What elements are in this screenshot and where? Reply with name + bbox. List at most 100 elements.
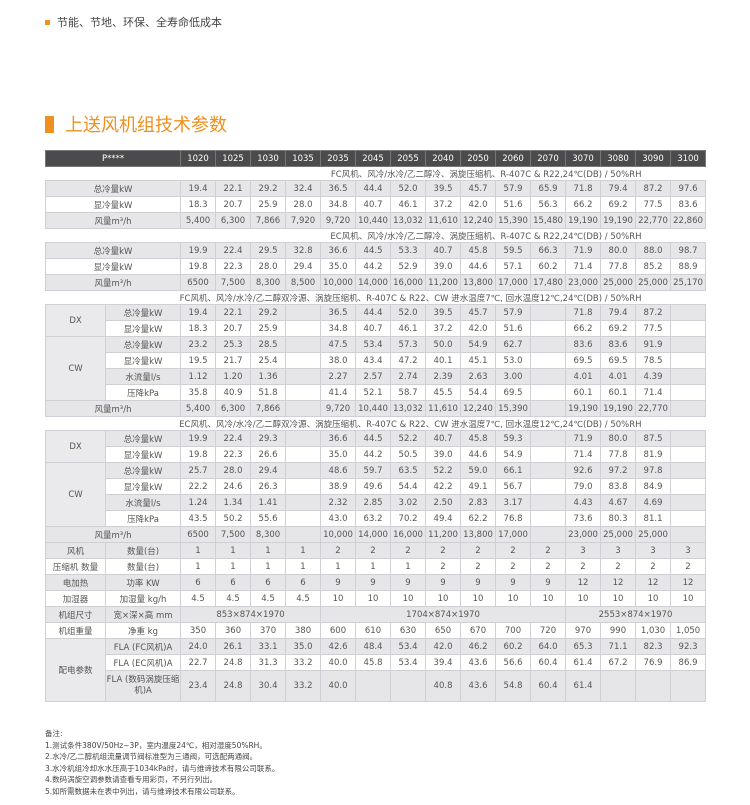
value-cell: 33.2 [285, 654, 322, 671]
value-cell: 990 [600, 622, 637, 639]
value-cell [285, 478, 322, 495]
spanned-value-cell: 2553×874×1970 [565, 606, 707, 623]
table-row: 压降kPa 43.5 50.2 55.6 43.0 63.2 70.2 49.4 62.2 76.… [46, 510, 707, 527]
section-heading: 上送风机组技术参数 [45, 111, 227, 137]
row-label: 水流量l/s [104, 368, 182, 385]
value-cell [530, 320, 567, 337]
value-cell [670, 430, 707, 447]
value-cell: 22.4 [215, 430, 252, 447]
value-cell [355, 670, 392, 702]
value-cell: 1 [355, 558, 392, 575]
value-cell: 28.0 [215, 462, 252, 479]
value-cell: 34.8 [320, 320, 357, 337]
value-cell: 50.5 [390, 446, 427, 463]
value-cell: 39.0 [425, 446, 462, 463]
value-cell: 30.4 [250, 670, 287, 702]
value-cell: 360 [215, 622, 252, 639]
value-cell: 370 [250, 622, 287, 639]
notes: 备注: 1.测试条件380V/50Hz~3P，室内温度24℃，相对湿度50%RH… [45, 728, 279, 797]
value-cell: 9 [460, 574, 497, 591]
value-cell: 44.2 [355, 446, 392, 463]
value-cell: 40.7 [355, 320, 392, 337]
value-cell: 54.4 [460, 384, 497, 401]
value-cell: 73.6 [565, 510, 602, 527]
header-model-2040: 2040 [425, 150, 462, 167]
value-cell: 45.8 [460, 242, 497, 259]
value-cell [285, 304, 322, 321]
value-cell: 10 [600, 590, 637, 607]
value-cell: 22.3 [215, 446, 252, 463]
value-cell: 28.0 [285, 196, 322, 213]
table-row: 显冷量kW 18.3 20.7 25.9 34.8 40.7 46.1 37.2 42.0 51.… [46, 320, 707, 337]
value-cell: 86.9 [670, 654, 707, 671]
intro-bullet: 节能、节地、环保、全寿命低成本 [45, 14, 222, 30]
value-cell: 11,200 [425, 526, 462, 543]
value-cell: 19.4 [180, 180, 217, 197]
value-cell: 1 [250, 558, 287, 575]
value-cell: 35.0 [285, 638, 322, 655]
value-cell: 29.4 [285, 258, 322, 275]
value-cell: 2 [355, 542, 392, 559]
value-cell: 1 [180, 542, 217, 559]
value-cell: 5,400 [180, 400, 217, 417]
value-cell: 34.8 [320, 196, 357, 213]
value-cell: 77.5 [635, 320, 672, 337]
value-cell: 40.9 [215, 384, 252, 401]
value-cell: 25.7 [180, 462, 217, 479]
header-row: P**** 1020 1025 1030 1035 2035 2045 2055 2040 205… [44, 150, 707, 167]
value-cell: 21.7 [215, 352, 252, 369]
value-cell: 7,500 [215, 526, 252, 543]
header-model-2045: 2045 [355, 150, 392, 167]
value-cell: 38.9 [320, 478, 357, 495]
row-label: 水流量l/s [104, 494, 182, 511]
value-cell: 17,000 [495, 274, 532, 291]
value-cell: 2.57 [355, 368, 392, 385]
value-cell [390, 670, 427, 702]
value-cell: 25,000 [635, 274, 672, 291]
value-cell: 4.5 [285, 590, 322, 607]
table-row: 机组尺寸 宽×深×高 mm 853×874×1970 1704×874×1970 255… [45, 606, 707, 623]
group-label: DX [45, 304, 106, 337]
row-label: 总冷量kW [44, 242, 182, 259]
value-cell: 50.2 [215, 510, 252, 527]
header-model-3090: 3090 [635, 150, 672, 167]
value-cell: 39.5 [425, 304, 462, 321]
intro-text: 节能、节地、环保、全寿命低成本 [57, 16, 222, 29]
value-cell: 23,000 [565, 526, 602, 543]
value-cell: 65.3 [565, 638, 602, 655]
value-cell: 39.4 [425, 654, 462, 671]
value-cell: 52.0 [390, 304, 427, 321]
table-row: 总冷量kW 19.9 22.4 29.5 32.8 36.6 44.5 53.3 40.7 45.… [44, 242, 707, 259]
value-cell: 1.41 [250, 494, 287, 511]
value-cell: 10 [355, 590, 392, 607]
value-cell: 81.1 [635, 510, 672, 527]
value-cell: 56.3 [530, 196, 567, 213]
value-cell: 43.0 [320, 510, 357, 527]
value-cell: 7,920 [285, 212, 322, 229]
value-cell: 1 [250, 542, 287, 559]
value-cell: 1 [285, 558, 322, 575]
value-cell: 13,800 [460, 526, 497, 543]
table-row: 水流量l/s 1.12 1.20 1.36 2.27 2.57 2.74 2.39 2.63 3.… [46, 368, 707, 385]
value-cell: 23.2 [180, 336, 217, 353]
value-cell: 2.63 [460, 368, 497, 385]
value-cell: 38.0 [320, 352, 357, 369]
value-cell: 9 [495, 574, 532, 591]
spanned-value-cell: 853×874×1970 [180, 606, 322, 623]
value-cell: 80.3 [600, 510, 637, 527]
header-model-2060: 2060 [495, 150, 532, 167]
value-cell: 56.6 [495, 654, 532, 671]
header-model-1030: 1030 [250, 150, 287, 167]
section-title-row: FC风机、风冷/水冷/乙二醇双冷源、涡旋压缩机、R-407C & R22、CW … [45, 290, 706, 305]
row-category: 压缩机 数量 [45, 558, 106, 575]
value-cell: 36.5 [320, 180, 357, 197]
value-cell: 83.6 [670, 196, 707, 213]
value-cell: 44.4 [355, 180, 392, 197]
value-cell: 22,770 [635, 400, 672, 417]
value-cell: 48.6 [320, 462, 357, 479]
row-label: 总冷量kW [104, 462, 182, 479]
value-cell: 2 [460, 542, 497, 559]
value-cell: 71.8 [565, 304, 602, 321]
value-cell: 49.4 [425, 510, 462, 527]
value-cell: 2 [495, 558, 532, 575]
